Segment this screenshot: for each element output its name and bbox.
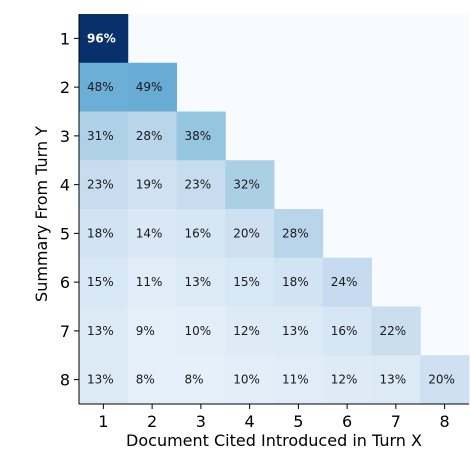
heatmap-cell-r7-c4 [225, 306, 275, 356]
x-axis-ticks: 1 2 3 4 5 6 7 8 [98, 404, 450, 431]
y-tick-label-2: 2 [60, 78, 70, 97]
cell-value-label-r5-c3: 16% [185, 226, 212, 240]
cell-value-label-r5-c5: 28% [282, 226, 309, 240]
cell-value-label-r7-c7: 22% [380, 324, 407, 338]
cell-value-label-r8-c8: 20% [428, 373, 455, 387]
cell-value-label-r4-c3: 23% [185, 178, 212, 192]
heatmap-cell-r8-c3 [176, 355, 226, 405]
cell-value-label-r5-c2: 14% [136, 226, 163, 240]
heatmap-cell-r7-c1 [79, 306, 129, 356]
cell-value-label-r8-c1: 13% [87, 373, 114, 387]
cell-value-label-r5-c4: 20% [233, 226, 260, 240]
cell-value-label-r2-c1: 48% [87, 80, 114, 94]
heatmap-cell-r7-c5 [274, 306, 324, 356]
heatmap-cell-r8-c6 [322, 355, 372, 405]
cell-value-label-r4-c1: 23% [87, 178, 114, 192]
y-tick-label-1: 1 [60, 29, 70, 48]
cell-value-label-r4-c2: 19% [136, 178, 163, 192]
y-tick-label-8: 8 [60, 371, 70, 390]
heatmap-cell-r1-c1 [79, 14, 129, 64]
cell-value-label-r1-c1: 96% [87, 31, 116, 45]
cell-value-label-r6-c1: 15% [87, 275, 114, 289]
cell-value-label-r8-c3: 8% [185, 373, 204, 387]
x-axis-title: Document Cited Introduced in Turn X [126, 431, 422, 450]
x-tick-label-6: 6 [342, 412, 352, 431]
cell-value-label-r7-c5: 13% [282, 324, 309, 338]
axes [78, 14, 469, 405]
heatmap-cell-r7-c2 [127, 306, 177, 356]
y-axis-title: Summary From Turn Y [32, 126, 51, 302]
cell-value-label-r7-c3: 10% [185, 324, 212, 338]
heatmap-cell-r8-c4 [225, 355, 275, 405]
cell-value-label-r3-c3: 38% [185, 129, 212, 143]
x-tick-label-4: 4 [245, 412, 255, 431]
cell-value-label-r8-c5: 11% [282, 373, 309, 387]
cell-value-label-r3-c2: 28% [136, 129, 163, 143]
heatmap-cell-r5-c1 [79, 209, 129, 259]
x-tick-label-1: 1 [98, 412, 108, 431]
heatmap-cell-r6-c2 [127, 257, 177, 307]
cell-value-label-r6-c5: 18% [282, 275, 309, 289]
x-tick-label-7: 7 [391, 412, 401, 431]
cell-value-label-r6-c6: 24% [331, 275, 358, 289]
heatmap-cell-r8-c7 [371, 355, 421, 405]
cell-value-label-r8-c4: 10% [233, 373, 260, 387]
y-tick-label-7: 7 [60, 322, 70, 341]
cell-value-label-r6-c3: 13% [185, 275, 212, 289]
heatmap-cell-r8-c8 [420, 355, 470, 405]
cell-value-label-r7-c6: 16% [331, 324, 358, 338]
heatmap-cell-r5-c4 [225, 209, 275, 259]
cell-value-label-r2-c2: 49% [136, 80, 163, 94]
cell-value-label-r5-c1: 18% [87, 226, 114, 240]
heatmap-cell-r2-c1 [79, 62, 129, 112]
y-tick-label-3: 3 [60, 127, 70, 146]
x-tick-label-2: 2 [147, 412, 157, 431]
y-axis-ticks: 1 2 3 4 5 6 7 8 [60, 29, 79, 390]
cell-value-label-r8-c7: 13% [380, 373, 407, 387]
heatmap-cell-r8-c2 [127, 355, 177, 405]
x-tick-label-3: 3 [196, 412, 206, 431]
heatmap-cell-r2-c2 [127, 62, 177, 112]
x-tick-label-8: 8 [440, 412, 450, 431]
heatmap-cell-r7-c6 [322, 306, 372, 356]
y-tick-label-4: 4 [60, 176, 70, 195]
heatmap-cell-r4-c4 [225, 160, 275, 210]
cell-value-label-r7-c4: 12% [233, 324, 260, 338]
heatmap-cell-r3-c3 [176, 111, 226, 161]
heatmap-cell-r6-c1 [79, 257, 129, 307]
heatmap-cells: 96% 48% 49% 31% 28% 38% 23% 19% 23% 32% 18% 14% 16% 2… [79, 14, 470, 405]
heatmap-cell-r3-c2 [127, 111, 177, 161]
y-tick-label-5: 5 [60, 224, 70, 243]
cell-value-label-r8-c2: 8% [136, 373, 155, 387]
heatmap-cell-r7-c7 [371, 306, 421, 356]
heatmap-cell-r6-c5 [274, 257, 324, 307]
cell-value-label-r4-c4: 32% [233, 178, 260, 192]
cell-value-label-r7-c2: 9% [136, 324, 155, 338]
heatmap-cell-r6-c6 [322, 257, 372, 307]
heatmap-cell-r5-c5 [274, 209, 324, 259]
cell-value-label-r3-c1: 31% [87, 129, 114, 143]
cell-value-label-r6-c2: 11% [136, 275, 163, 289]
heatmap-cell-r5-c2 [127, 209, 177, 259]
heatmap-cell-r4-c3 [176, 160, 226, 210]
heatmap-cell-r7-c3 [176, 306, 226, 356]
heatmap-cell-r8-c1 [79, 355, 129, 405]
cell-value-label-r8-c6: 12% [331, 373, 358, 387]
y-tick-label-6: 6 [60, 273, 70, 292]
heatmap-cell-r4-c2 [127, 160, 177, 210]
x-tick-label-5: 5 [293, 412, 303, 431]
cell-value-label-r7-c1: 13% [87, 324, 114, 338]
heatmap-cell-r6-c3 [176, 257, 226, 307]
heatmap-cell-r5-c3 [176, 209, 226, 259]
heatmap-cell-r3-c1 [79, 111, 129, 161]
cell-value-label-r6-c4: 15% [233, 275, 260, 289]
heatmap-cell-r6-c4 [225, 257, 275, 307]
heatmap-cell-r8-c5 [274, 355, 324, 405]
heatmap-cell-r4-c1 [79, 160, 129, 210]
